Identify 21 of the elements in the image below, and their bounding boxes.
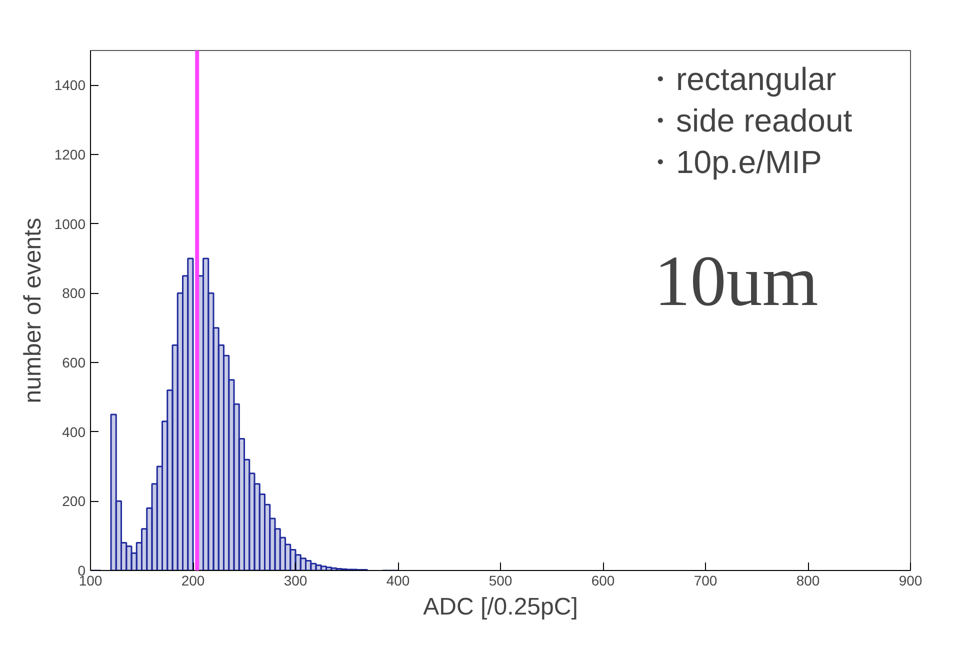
y-tick-label: 800: [62, 285, 86, 302]
x-tick-label: 500: [488, 572, 512, 588]
annotation: 10um: [654, 241, 818, 322]
annotation: ・side readout: [644, 102, 852, 138]
annotation: ・10p.e/MIP: [644, 144, 822, 180]
x-tick-label: 300: [284, 572, 308, 588]
y-tick-label: 1400: [54, 77, 86, 94]
y-tick-label: 400: [62, 424, 86, 440]
y-axis-title: number of events: [19, 218, 46, 404]
annotation: ・rectangular: [644, 60, 836, 97]
y-tick-label: 1000: [54, 216, 86, 232]
y-tick-label: 200: [62, 493, 86, 510]
x-tick-label: 800: [796, 572, 820, 588]
y-tick-label: 600: [62, 354, 86, 370]
x-tick-label: 700: [694, 572, 718, 588]
y-tick-label: 1200: [54, 146, 86, 162]
x-tick-label: 400: [386, 572, 410, 588]
x-axis-title: ADC [/0.25pC]: [423, 594, 578, 620]
x-tick-label: 900: [898, 572, 922, 588]
x-tick-label: 600: [591, 572, 615, 588]
x-tick-label: 200: [181, 572, 205, 588]
